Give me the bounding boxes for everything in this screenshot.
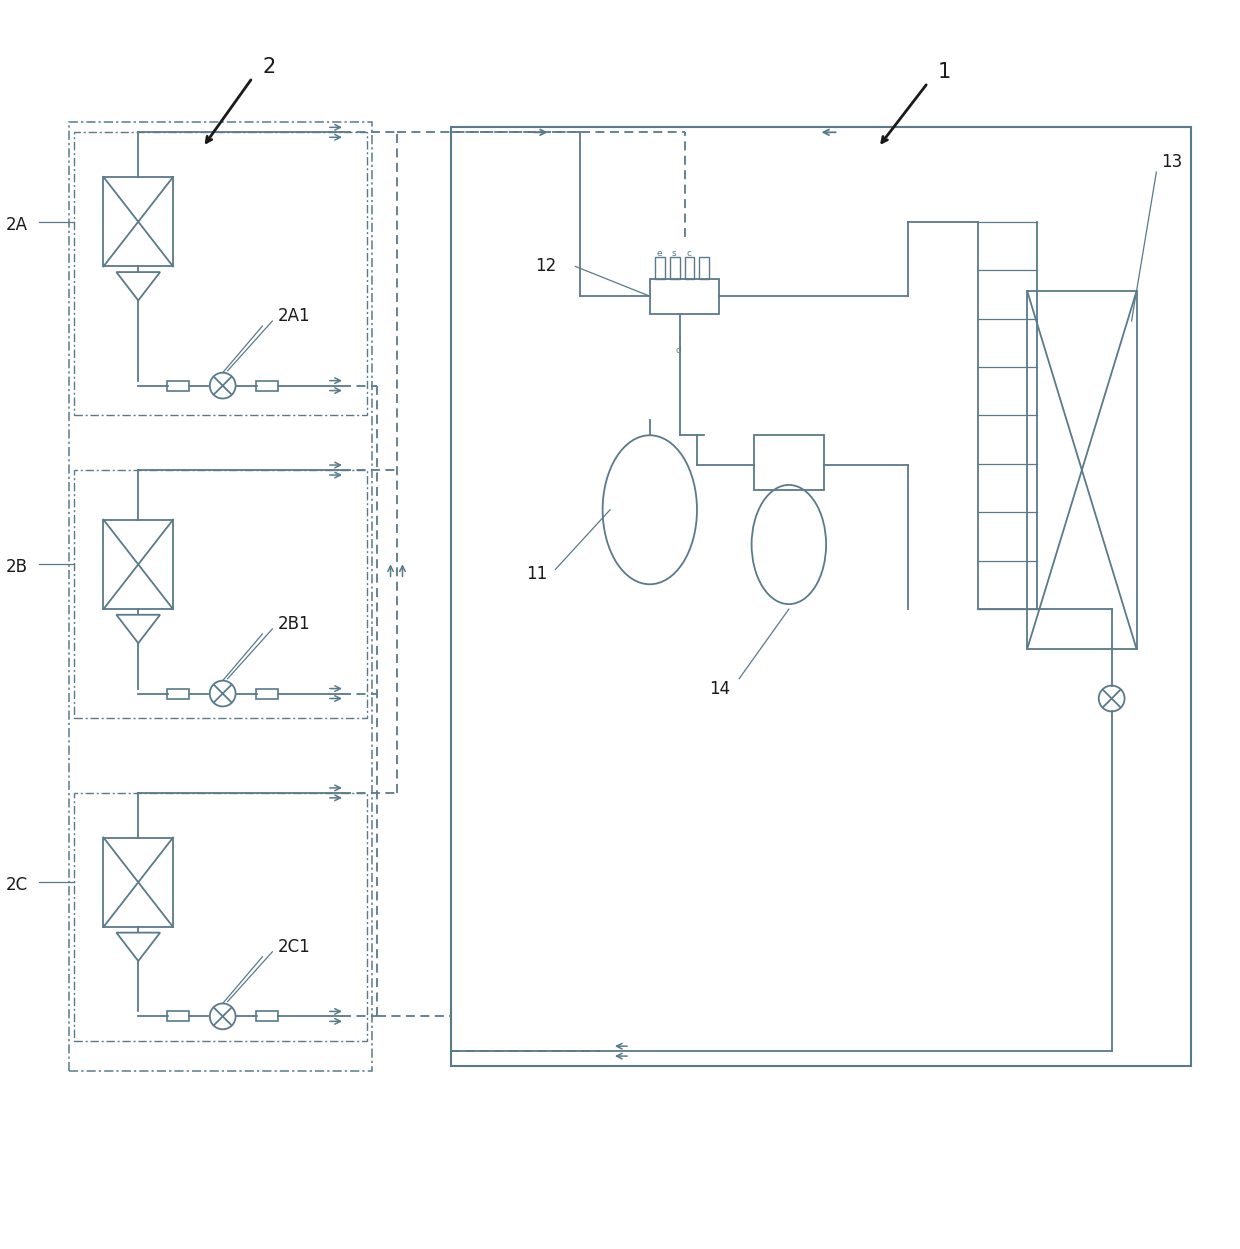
Text: d: d (676, 346, 681, 355)
Text: 2: 2 (263, 56, 275, 76)
Bar (684, 257, 694, 279)
Text: s: s (672, 249, 676, 259)
Text: 11: 11 (526, 566, 547, 583)
Bar (1027, 291, 1137, 648)
Text: 2C: 2C (6, 877, 29, 894)
Text: 2A: 2A (6, 216, 29, 234)
Bar (73, 793, 367, 1042)
Text: 12: 12 (536, 257, 557, 275)
Bar (167, 381, 188, 391)
Bar (68, 122, 372, 1070)
Bar (650, 279, 719, 313)
Text: e: e (657, 249, 662, 259)
Text: 2C1: 2C1 (278, 938, 310, 955)
Bar (103, 520, 174, 610)
Text: c: c (687, 249, 692, 259)
Bar (257, 688, 278, 698)
Bar (699, 257, 709, 279)
Bar (167, 1012, 188, 1022)
Text: 2A1: 2A1 (278, 307, 310, 325)
Bar (670, 257, 680, 279)
Text: 13: 13 (1162, 154, 1183, 171)
Bar (257, 381, 278, 391)
Bar (655, 257, 665, 279)
Text: 2B1: 2B1 (278, 615, 310, 633)
Bar (167, 688, 188, 698)
Text: 2B: 2B (6, 558, 29, 576)
Bar (103, 838, 174, 927)
Bar (257, 1012, 278, 1022)
Bar (73, 132, 367, 416)
Text: 1: 1 (937, 61, 951, 81)
Text: 14: 14 (709, 679, 730, 697)
Bar (73, 470, 367, 718)
Bar (754, 435, 823, 490)
Bar (451, 127, 1192, 1067)
Bar (103, 177, 174, 266)
